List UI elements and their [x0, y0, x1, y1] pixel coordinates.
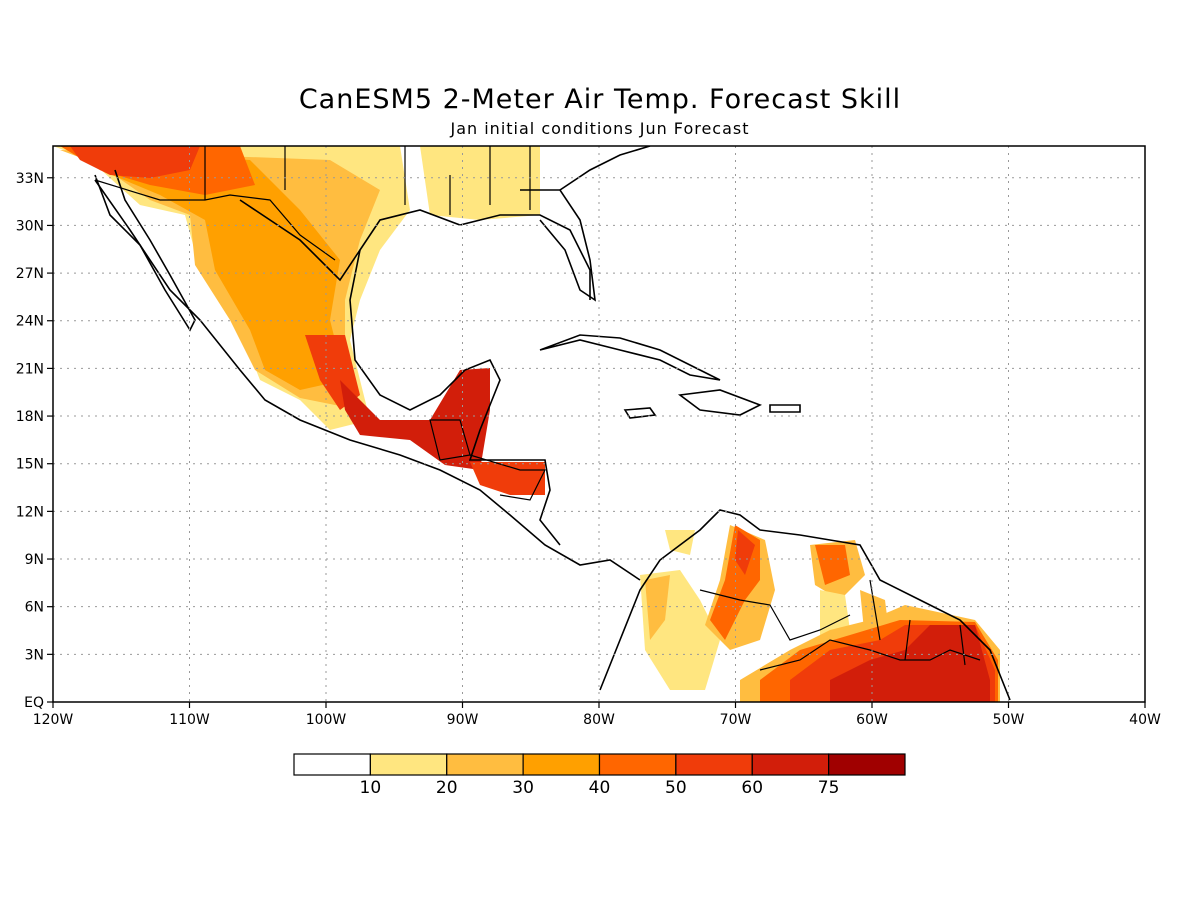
mexico-gulf-coast [349, 249, 561, 546]
lon-tick-label: 80W [583, 712, 615, 728]
brazil-border [759, 639, 981, 671]
borders [94, 146, 981, 671]
colorbar-label: 50 [665, 778, 687, 798]
skill-shading [53, 146, 1000, 702]
colorbar-label: 40 [589, 778, 611, 798]
colorbar-swatch [369, 753, 448, 776]
south-america-coast [599, 509, 1011, 701]
chart-subtitle: Jan initial conditions Jun Forecast [450, 119, 750, 138]
shade-colombia-20 [645, 575, 670, 640]
colorbar: 10 20 30 40 50 60 75 [293, 753, 906, 798]
lat-axis: EQ 3N 6N 9N 12N 15N 18N 21N 24N 27N 30N 33N [16, 171, 53, 711]
colorbar-label: 30 [512, 778, 534, 798]
shade-amazon-70 [830, 625, 990, 702]
colorbar-swatch [675, 753, 753, 776]
lon-tick-label: 70W [720, 712, 752, 728]
colorbar-label: 20 [436, 778, 458, 798]
lat-tick-label: EQ [24, 695, 44, 711]
colorbar-label: 60 [741, 778, 763, 798]
shade-venezuela-60 [735, 530, 755, 575]
lat-tick-label: 9N [25, 552, 44, 568]
colorbar-swatch [828, 753, 906, 776]
lon-tick-label: 40W [1129, 712, 1161, 728]
colorbar-swatch [522, 753, 601, 776]
chart-title: CanESM5 2-Meter Air Temp. Forecast Skill [298, 84, 902, 115]
coastlines [94, 146, 1011, 701]
shade-florida-10 [485, 160, 520, 205]
colorbar-swatch [446, 753, 524, 776]
lon-tick-label: 100W [306, 712, 347, 728]
lon-tick-label: 60W [856, 712, 888, 728]
lat-tick-label: 6N [25, 600, 44, 616]
us-state-lines [204, 146, 531, 215]
lon-tick-label: 90W [447, 712, 479, 728]
lat-tick-label: 15N [16, 457, 44, 473]
lat-tick-label: 21N [16, 361, 44, 377]
shade-guyana-50 [815, 545, 850, 585]
lon-tick-label: 120W [33, 712, 74, 728]
baja-california [94, 169, 196, 332]
colorbar-swatch [293, 753, 371, 776]
guiana-borders [869, 579, 966, 666]
colorbar-swatch [751, 753, 830, 776]
puerto-rico [769, 404, 801, 413]
venezuela-border [699, 589, 851, 641]
lon-tick-label: 110W [169, 712, 210, 728]
colorbar-label: 75 [818, 778, 840, 798]
colorbar-swatch [598, 753, 677, 776]
lat-tick-label: 12N [16, 504, 44, 520]
hispaniola [677, 389, 762, 416]
gridlines [53, 146, 1145, 702]
shade-mexico-60 [70, 146, 200, 178]
honduras-border [469, 454, 546, 501]
lon-tick-label: 50W [993, 712, 1025, 728]
florida [520, 189, 597, 302]
lat-tick-label: 33N [16, 171, 44, 187]
shade-texas-10 [420, 146, 540, 220]
colorbar-label: 10 [360, 778, 382, 798]
lat-tick-label: 24N [16, 314, 44, 330]
us-east-coast [559, 146, 651, 191]
jamaica [623, 407, 657, 419]
lat-tick-label: 3N [25, 647, 44, 663]
mexico-pacific-coast [94, 179, 641, 581]
us-mexico-border [94, 179, 336, 261]
shade-yucatan-70 [340, 368, 490, 470]
lat-tick-label: 27N [16, 266, 44, 282]
cuba [539, 334, 721, 381]
lat-tick-label: 18N [16, 409, 44, 425]
lat-tick-label: 30N [16, 218, 44, 234]
lon-axis: 120W 110W 100W 90W 80W 70W 60W 50W 40W [33, 702, 1161, 728]
shade-venezuela-10 [665, 530, 695, 555]
